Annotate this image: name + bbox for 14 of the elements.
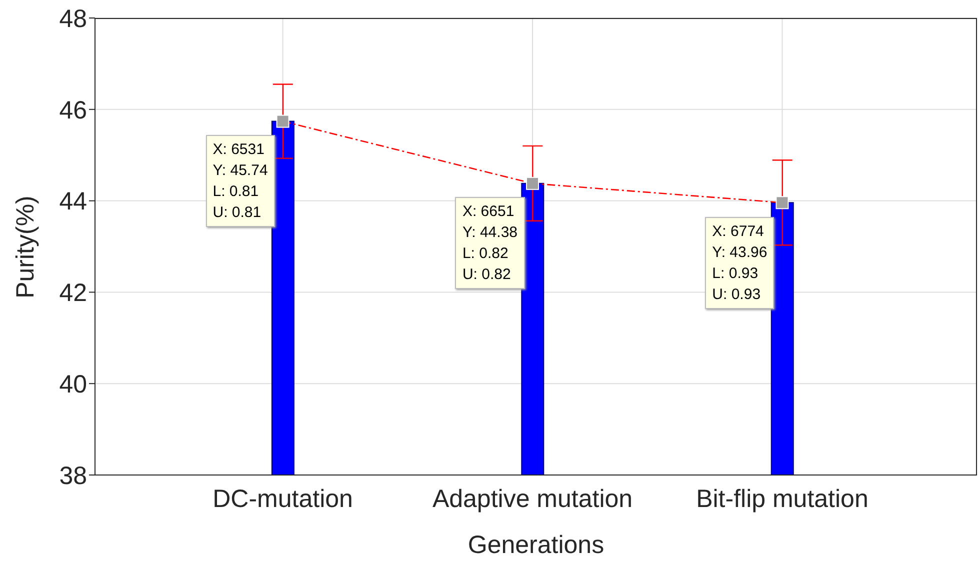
x-tick-label: DC-mutation: [212, 484, 353, 513]
y-tick-label: 40: [59, 370, 87, 398]
y-tick-label: 42: [59, 279, 87, 308]
y-tick-label: 48: [59, 4, 87, 33]
annotation: X: 6531 Y: 45.74 L: 0.81 U: 0.81: [206, 135, 275, 228]
y-tick-label: 38: [59, 462, 87, 490]
y-axis-title: Purity(%): [12, 195, 40, 298]
y-tick-label: 46: [59, 96, 87, 124]
annotation: X: 6774 Y: 43.96 L: 0.93 U: 0.93: [705, 216, 774, 309]
y-tick-label: 44: [59, 188, 88, 216]
x-tick-label: Bit-flip mutation: [696, 484, 868, 513]
x-axis-title: Generations: [466, 531, 606, 560]
annotation: X: 6651 Y: 44.38 L: 0.82 U: 0.82: [455, 197, 525, 290]
x-tick-label: Adaptive mutation: [432, 484, 633, 513]
